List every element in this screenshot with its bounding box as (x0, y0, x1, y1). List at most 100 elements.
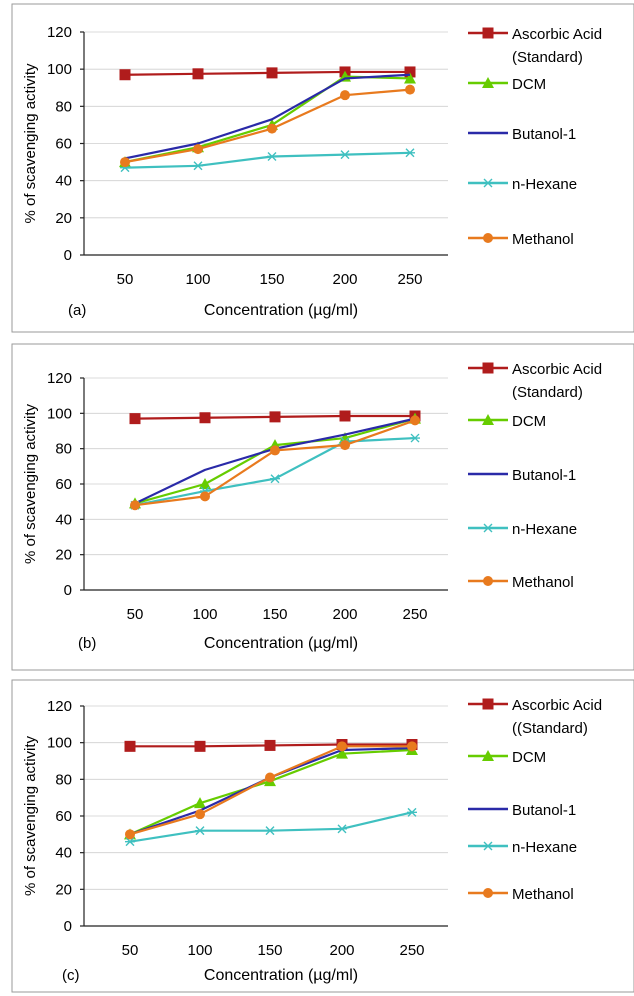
x-tick-label: 50 (122, 942, 139, 959)
legend-marker (482, 77, 494, 88)
x-tick-label: 50 (117, 271, 134, 288)
data-point (404, 72, 416, 84)
legend-label: DCM (512, 76, 546, 93)
legend-label: n-Hexane (512, 176, 577, 193)
data-point (339, 410, 351, 422)
y-tick-label: 80 (55, 771, 72, 788)
series-n-hexane (125, 807, 417, 847)
legend-entry: DCM (468, 413, 546, 430)
x-tick-label: 100 (185, 271, 210, 288)
legend-entry: Butanol-1 (468, 467, 576, 484)
data-point (124, 740, 136, 752)
data-point (339, 432, 351, 444)
data-point (194, 740, 206, 752)
chart-panel-b: 0 20 40 60 80 100 120 50 100 150 200 250 % of scaven… (0, 340, 634, 671)
y-tick-label: 120 (47, 370, 72, 387)
data-point (410, 415, 420, 426)
legend-marker (482, 698, 494, 710)
data-point (340, 150, 350, 160)
series-line (134, 417, 416, 505)
data-point (270, 445, 280, 456)
y-tick-label: 0 (64, 918, 72, 935)
data-point (267, 123, 277, 134)
legend-marker (483, 888, 493, 898)
y-tick-label: 0 (64, 582, 72, 599)
chart-panel-c: 0 20 40 60 80 100 120 50 100 150 200 250 % of scaven… (0, 676, 634, 996)
legend-entry: n-Hexane (468, 521, 577, 538)
y-tick-label: 20 (55, 881, 72, 898)
y-tick-label: 60 (55, 476, 72, 493)
chart-svg-c: 0 20 40 60 80 100 120 50 100 150 200 250 % of scaven… (11, 679, 634, 993)
data-point (337, 741, 347, 752)
data-point (119, 69, 131, 81)
legend-label: Methanol (512, 574, 574, 591)
data-point (265, 772, 275, 783)
y-tick-label: 60 (55, 136, 72, 153)
x-tick-label: 150 (262, 606, 287, 623)
data-point (129, 413, 141, 425)
panel-frame (11, 343, 634, 671)
data-point (265, 826, 275, 836)
data-point (199, 478, 211, 489)
y-axis-title: % of scavenging activity (22, 63, 39, 224)
legend-marker (482, 414, 494, 425)
data-point (405, 148, 415, 158)
data-point (270, 474, 280, 484)
y-tick-label: 80 (55, 441, 72, 458)
data-point (410, 433, 420, 443)
series-dcm (124, 744, 418, 840)
legend-entry: DCM (468, 76, 546, 93)
data-point (120, 157, 130, 168)
legend-label: Butanol-1 (512, 802, 576, 819)
panel-label: (c) (62, 967, 80, 984)
legend-marker (482, 362, 494, 374)
legend-label: n-Hexane (512, 521, 577, 538)
legend-label: DCM (512, 749, 546, 766)
legend-label: Ascorbic Acid (512, 361, 602, 378)
data-point (193, 144, 203, 155)
x-tick-label: 100 (187, 942, 212, 959)
data-point (269, 411, 281, 423)
series-line (124, 73, 411, 160)
legend-label: Ascorbic Acid (512, 26, 602, 43)
legend-marker (483, 523, 493, 533)
legend-entry: Ascorbic Acid (Standard) (468, 361, 602, 401)
y-tick-label: 100 (47, 61, 72, 78)
x-axis-title: Concentration (µg/ml) (204, 635, 358, 652)
y-tick-label: 20 (55, 210, 72, 227)
legend-entry: DCM (468, 749, 546, 766)
x-tick-label: 250 (399, 942, 424, 959)
data-point (193, 161, 203, 171)
chart-svg-b: 0 20 40 60 80 100 120 50 100 150 200 250 % of scaven… (11, 343, 634, 671)
series-dcm (119, 70, 416, 168)
data-point (336, 747, 348, 759)
y-tick-label: 120 (47, 24, 72, 41)
y-tick-label: 80 (55, 98, 72, 115)
series-butanol-1 (124, 73, 411, 160)
panel-frame (11, 3, 634, 333)
series-line (129, 745, 412, 836)
panel-label: (b) (78, 635, 96, 652)
y-tick-label: 100 (47, 405, 72, 422)
panel-frame (11, 679, 634, 993)
legend-entry: Methanol (468, 574, 574, 591)
series-n-hexane (120, 148, 415, 173)
legend-marker (483, 178, 493, 188)
data-point (264, 739, 276, 751)
panel-label: (a) (68, 302, 86, 319)
x-axis-title: Concentration (µg/ml) (204, 967, 358, 984)
data-point (340, 440, 350, 451)
series-methanol (120, 84, 415, 168)
data-point (337, 824, 347, 834)
data-point (125, 837, 135, 847)
legend-marker (483, 233, 493, 243)
legend-label: (Standard) (512, 384, 583, 401)
y-tick-label: 40 (55, 173, 72, 190)
legend-label: Ascorbic Acid (512, 697, 602, 714)
legend-label: DCM (512, 413, 546, 430)
chart-svg-a: 0 20 40 60 80 100 120 50 100 150 200 250 % of scaven… (11, 3, 634, 333)
legend-entry: n-Hexane (468, 839, 577, 856)
y-tick-label: 60 (55, 808, 72, 825)
data-point (125, 829, 135, 840)
data-point (130, 500, 140, 511)
